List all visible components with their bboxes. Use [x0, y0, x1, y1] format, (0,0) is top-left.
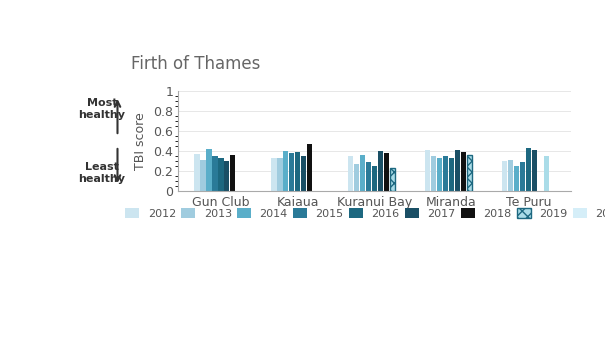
Bar — [449, 158, 454, 191]
Bar — [289, 153, 295, 191]
Bar — [277, 158, 283, 191]
Bar — [431, 156, 436, 191]
Bar — [354, 164, 359, 191]
Bar — [194, 154, 200, 191]
Bar — [348, 156, 353, 191]
Bar — [390, 168, 396, 191]
Bar — [466, 155, 473, 191]
Bar — [218, 158, 223, 191]
Bar — [366, 162, 371, 191]
Bar — [271, 158, 276, 191]
Legend: 2012, 2013, 2014, 2015, 2016, 2017, 2018, 2019, 2020: 2012, 2013, 2014, 2015, 2016, 2017, 2018… — [121, 204, 605, 223]
Bar — [520, 162, 525, 191]
Bar — [371, 166, 378, 191]
Bar — [224, 161, 229, 191]
Bar — [390, 168, 396, 191]
Bar — [212, 156, 218, 191]
Text: Firth of Thames: Firth of Thames — [131, 55, 261, 73]
Bar — [283, 151, 289, 191]
Bar — [508, 160, 514, 191]
Bar — [206, 149, 212, 191]
Bar — [384, 153, 390, 191]
Bar — [301, 156, 307, 191]
Bar — [502, 161, 508, 191]
Bar — [544, 156, 549, 191]
Bar — [230, 155, 235, 191]
Bar — [466, 155, 473, 191]
Bar — [460, 152, 466, 191]
Bar — [526, 148, 531, 191]
Bar — [200, 160, 206, 191]
Text: Least
healthy: Least healthy — [78, 162, 125, 184]
Bar — [295, 152, 301, 191]
Bar — [425, 150, 430, 191]
Bar — [514, 166, 519, 191]
Bar — [360, 155, 365, 191]
Bar — [378, 151, 384, 191]
Bar — [443, 156, 448, 191]
Bar — [532, 150, 537, 191]
Text: Most
healthy: Most healthy — [78, 98, 125, 120]
Bar — [307, 144, 312, 191]
Bar — [455, 150, 460, 191]
Bar — [437, 158, 442, 191]
Y-axis label: TBI score: TBI score — [134, 112, 147, 170]
